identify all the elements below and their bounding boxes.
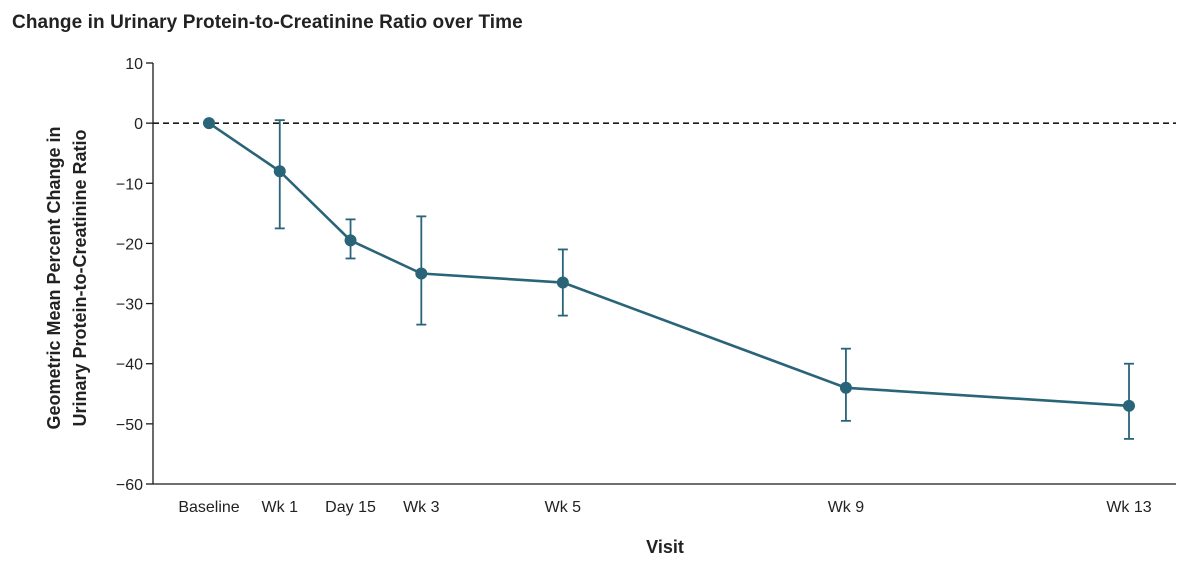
y-tick-label: 0 (134, 116, 143, 133)
y-axis-ticks: 10 0 −10 −20 −30 −40 −50 −60 (116, 56, 153, 494)
x-tick-label: Wk 5 (545, 499, 582, 516)
data-point (415, 267, 428, 280)
y-tick-label: −30 (116, 297, 143, 314)
series-line (208, 122, 1130, 408)
data-point (273, 165, 286, 178)
y-tick-label: −10 (116, 176, 143, 193)
x-tick-label: Wk 9 (828, 499, 865, 516)
y-tick-label: −50 (116, 417, 143, 434)
series-group (203, 117, 1135, 440)
chart-title: Change in Urinary Protein-to-Creatinine … (12, 12, 523, 33)
x-tick-label: Wk 13 (1106, 499, 1151, 516)
x-tick-label: Wk 3 (403, 499, 440, 516)
x-tick-label: Baseline (178, 499, 239, 516)
y-tick-label: −20 (116, 236, 143, 253)
y-axis-title: Geometric Mean Percent Change in Urinary … (44, 126, 90, 429)
data-point (203, 117, 215, 130)
y-tick-label: −60 (116, 477, 143, 494)
axes (152, 63, 1176, 485)
data-point (1123, 399, 1135, 412)
data-point (556, 276, 569, 289)
x-tick-label: Wk 1 (262, 499, 299, 516)
y-axis-title-line: Urinary Protein-to-Creatinine Ratio (70, 129, 90, 426)
y-axis-title-line: Geometric Mean Percent Change in (44, 126, 64, 429)
data-point (344, 234, 357, 247)
y-tick-label: −40 (116, 357, 143, 374)
y-tick-label: 10 (125, 56, 143, 73)
x-tick-label: Day 15 (325, 499, 376, 516)
x-axis-ticks: Baseline Wk 1 Day 15 Wk 3 Wk 5 Wk 9 Wk 13 (178, 499, 1151, 516)
data-point (839, 381, 852, 394)
x-axis-title: Visit (646, 537, 684, 557)
